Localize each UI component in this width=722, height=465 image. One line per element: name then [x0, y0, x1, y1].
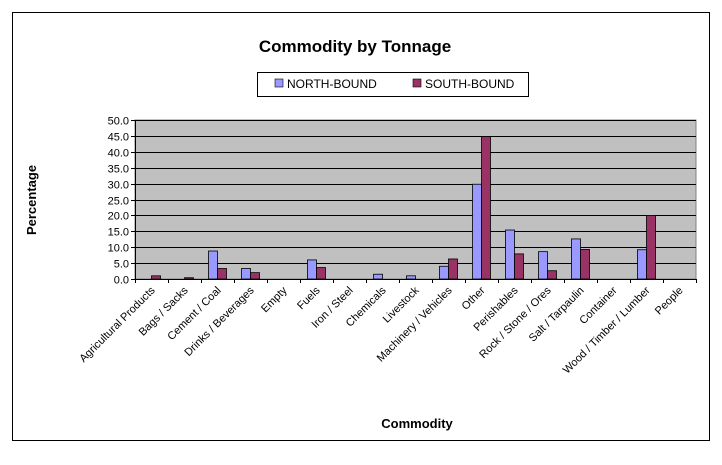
- bar-south-bound: [580, 249, 590, 280]
- y-axis-title: Percentage: [24, 165, 39, 235]
- legend-label-south-bound: SOUTH-BOUND: [425, 77, 515, 91]
- bar-south-bound: [250, 272, 260, 280]
- bars: [151, 136, 656, 280]
- bar-north-bound: [571, 238, 581, 280]
- bar-south-bound: [151, 275, 161, 280]
- y-tick-label: 50.0: [108, 116, 129, 128]
- legend-box: [257, 72, 529, 97]
- y-tick-label: 15.0: [108, 227, 129, 239]
- bar-north-bound: [373, 273, 383, 280]
- bar-south-bound: [217, 268, 227, 280]
- bar-north-bound: [406, 275, 416, 280]
- y-tick-label: 20.0: [108, 211, 129, 223]
- x-axis-title: Commodity: [381, 416, 453, 431]
- y-tick-label: 5.0: [114, 259, 129, 271]
- y-tick-label: 25.0: [108, 196, 129, 208]
- legend: NORTH-BOUND SOUTH-BOUND: [257, 72, 529, 97]
- bar-south-bound: [514, 253, 524, 280]
- y-tick-label: 35.0: [108, 164, 129, 176]
- bar-north-bound: [637, 249, 647, 280]
- y-tick-label: 40.0: [108, 148, 129, 160]
- legend-swatch-south-bound: [412, 78, 422, 88]
- y-tick-label: 45.0: [108, 132, 129, 144]
- bar-south-bound: [448, 258, 458, 280]
- bar-north-bound: [307, 259, 317, 280]
- y-tick-label: 0.0: [114, 275, 129, 287]
- bar-south-bound: [646, 214, 656, 280]
- bar-north-bound: [505, 229, 515, 280]
- legend-label-north-bound: NORTH-BOUND: [287, 77, 377, 91]
- axes: [135, 120, 697, 283]
- chart-title: Commodity by Tonnage: [259, 37, 451, 56]
- bar-north-bound: [208, 250, 218, 280]
- bar-north-bound: [472, 183, 482, 280]
- bar-south-bound: [547, 270, 557, 280]
- plot-area: [134, 119, 697, 280]
- y-tick-label: 10.0: [108, 243, 129, 255]
- bar-south-bound: [481, 136, 491, 280]
- bar-south-bound: [316, 267, 326, 280]
- bar-south-bound: [184, 277, 194, 280]
- y-tick-label: 30.0: [108, 180, 129, 192]
- bar-north-bound: [241, 268, 251, 280]
- gridlines: [131, 120, 696, 280]
- bar-north-bound: [439, 265, 449, 280]
- bar-north-bound: [538, 251, 548, 280]
- y-tick-labels: 0.0 5.0 10.0 15.0 20.0 25.0 30.0 35.0 40.0 45.0 50…: [108, 116, 129, 287]
- legend-swatch-north-bound: [274, 78, 284, 88]
